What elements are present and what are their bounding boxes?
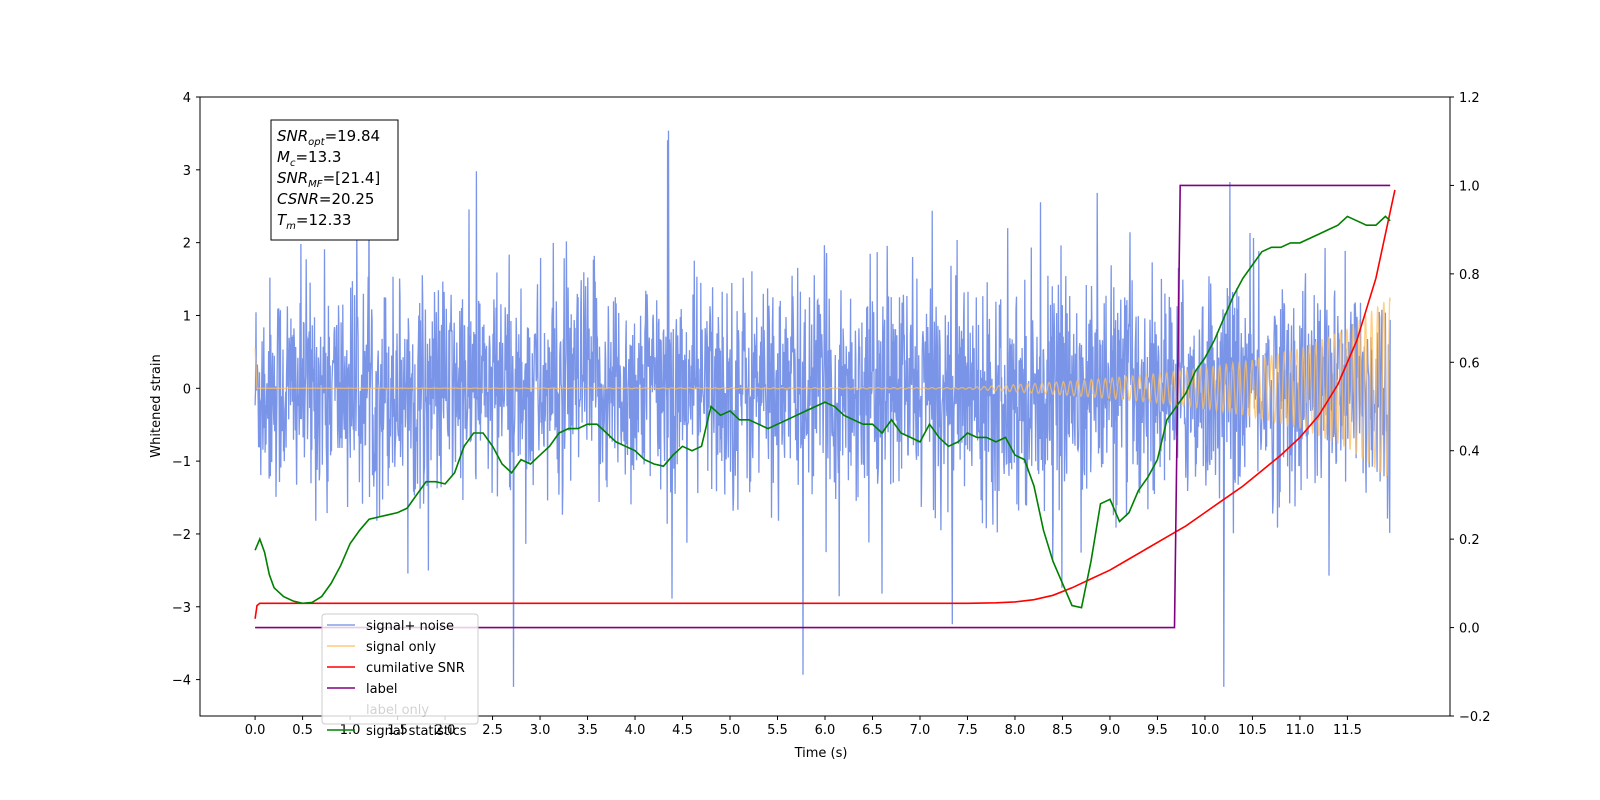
x-tick-label: 9.5 [1147, 723, 1168, 738]
annotation-symbol: SNR [277, 127, 308, 145]
y2-tick-label: 1.0 [1459, 179, 1480, 194]
annotation-line: Mc=13.3 [277, 148, 341, 169]
x-tick-label: 3.5 [577, 723, 598, 738]
x-axis: 0.0 0.5 1.0 1.5 2.0 2.5 3.0 3.5 4.0 4.5 5.0 5.5 6.0 6… [245, 716, 1362, 738]
y2-tick-label: 0.0 [1459, 622, 1480, 637]
x-tick-label: 4.5 [672, 723, 693, 738]
x-tick-label: 7.5 [957, 723, 978, 738]
annotation-line: SNRMF=[21.4] [277, 169, 380, 190]
annotation-line: Tm=12.33 [277, 211, 351, 232]
legend-label: label only [366, 703, 429, 718]
x-tick-label: 6.0 [815, 723, 836, 738]
legend-label: signal+ noise [366, 619, 454, 634]
x-tick-label: 5.5 [767, 723, 788, 738]
series-signal-statistics-line [254, 215, 1391, 609]
annotation-line: SNRopt=19.84 [277, 127, 380, 148]
y2-tick-label: 1.2 [1459, 91, 1480, 106]
y2-tick-label: 0.6 [1459, 356, 1480, 371]
legend-label: signal only [366, 640, 436, 655]
annotation-frame [270, 119, 399, 241]
annotation-value: =12.33 [296, 211, 352, 229]
x-tick-label: 11.0 [1285, 723, 1314, 738]
x-tick-label: 4.0 [625, 723, 646, 738]
x-axis-label: Time (s) [794, 746, 848, 761]
legend-label: label [366, 682, 397, 697]
annotation-symbol: T [277, 211, 288, 229]
y-tick-label: 2 [183, 237, 191, 252]
annotation-subscript: opt [308, 137, 325, 148]
annotation-value: =20.25 [319, 190, 375, 208]
annotation-symbol: CSNR [277, 190, 319, 208]
x-tick-label: 10.5 [1238, 723, 1267, 738]
legend: signal+ noise signal only cumilative SNR la… [321, 613, 479, 739]
y-tick-label: −1 [172, 455, 191, 470]
x-tick-label: 2.5 [482, 723, 503, 738]
y-axis-label: Whitened strain [149, 354, 164, 457]
y-tick-label: −4 [172, 674, 191, 689]
y-tick-label: 4 [183, 91, 191, 106]
y-tick-label: −2 [172, 528, 191, 543]
y-tick-label: 0 [183, 382, 191, 397]
legend-label: signal statistics [366, 724, 467, 739]
annotation-symbol: M [277, 148, 290, 166]
x-tick-label: 5.0 [720, 723, 741, 738]
series-signal-only-line [254, 297, 1391, 478]
x-tick-label: 10.0 [1190, 723, 1219, 738]
x-tick-label: 7.0 [910, 723, 931, 738]
legend-label: cumilative SNR [366, 661, 465, 676]
y-tick-label: −3 [172, 601, 191, 616]
x-tick-label: 11.5 [1333, 723, 1362, 738]
annotation-value: =19.84 [325, 127, 381, 145]
series-layer [254, 130, 1396, 687]
x-tick-label: 6.5 [862, 723, 883, 738]
y-tick-label: 3 [183, 164, 191, 179]
x-tick-label: 1.5 [387, 723, 408, 738]
annotation-box: SNRopt=19.84Mc=13.3SNRMF=[21.4]CSNR=20.2… [270, 119, 399, 241]
y2-tick-label: 0.2 [1459, 533, 1480, 548]
x-tick-label: 0.0 [245, 723, 266, 738]
annotation-subscript: m [286, 221, 296, 232]
annotation-value: =13.3 [295, 148, 341, 166]
y-axis: 4 3 2 1 0 −1 −2 −3 −4 [172, 91, 200, 689]
series-signal-noise-line [254, 130, 1391, 687]
x-tick-label: 0.5 [292, 723, 313, 738]
y2-tick-label: 0.8 [1459, 268, 1480, 283]
x-tick-label: 2.0 [435, 723, 456, 738]
annotation-symbol: SNR [277, 169, 308, 187]
y-tick-label: 1 [183, 309, 191, 324]
annotation-value: =[21.4] [323, 169, 381, 187]
annotation-line: CSNR=20.25 [277, 190, 374, 208]
x-tick-label: 9.0 [1100, 723, 1121, 738]
annotation-subscript: MF [308, 179, 323, 190]
y2-tick-label: −0.2 [1459, 710, 1491, 725]
legend-frame [321, 613, 479, 725]
x-tick-label: 8.0 [1005, 723, 1026, 738]
x-tick-label: 3.0 [530, 723, 551, 738]
y2-axis: 1.2 1.0 0.8 0.6 0.4 0.2 0.0 −0.2 [1450, 91, 1491, 725]
series-cumulative-snr-line [254, 189, 1396, 619]
x-tick-label: 8.5 [1052, 723, 1073, 738]
annotation-subscript: c [290, 158, 296, 169]
y2-tick-label: 0.4 [1459, 445, 1480, 460]
